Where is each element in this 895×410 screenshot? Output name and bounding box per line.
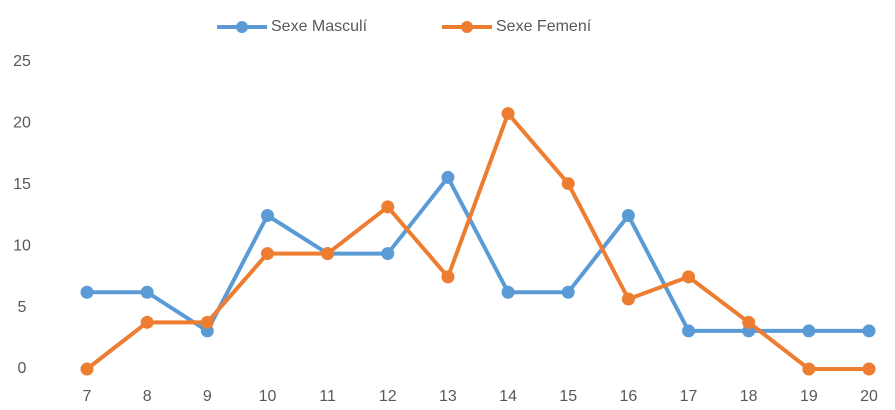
x-tick-label: 18 <box>740 388 758 405</box>
point <box>260 209 274 222</box>
point <box>862 362 876 376</box>
legend-label: Sexe Masculí <box>271 18 368 35</box>
point <box>441 170 455 184</box>
y-tick-label: 15 <box>13 176 31 193</box>
y-tick-label: 10 <box>13 237 31 254</box>
point <box>621 292 635 306</box>
x-tick-label: 7 <box>83 388 92 405</box>
y-tick-label: 0 <box>18 360 27 377</box>
legend-marker <box>236 21 248 33</box>
x-tick-label: 13 <box>439 388 457 405</box>
y-tick-label: 5 <box>18 299 27 316</box>
point <box>862 324 876 338</box>
point <box>80 285 94 299</box>
point <box>260 247 274 261</box>
x-tick-label: 14 <box>499 388 517 405</box>
point <box>561 285 575 299</box>
point <box>381 247 395 261</box>
y-tick-label: 25 <box>13 53 31 70</box>
point <box>140 315 154 329</box>
point <box>682 270 696 284</box>
legend-label: Sexe Femení <box>496 18 592 35</box>
x-tick-label: 19 <box>800 388 818 405</box>
point <box>682 324 696 338</box>
point <box>742 315 756 329</box>
point <box>561 177 575 191</box>
point <box>802 362 816 376</box>
series-line <box>85 111 869 371</box>
point <box>501 285 515 299</box>
x-tick-label: 17 <box>680 388 698 405</box>
point <box>200 315 214 329</box>
point <box>381 200 395 214</box>
x-tick-label: 16 <box>619 388 637 405</box>
x-tick-label: 8 <box>143 388 152 405</box>
x-tick-label: 9 <box>203 388 212 405</box>
point <box>621 209 635 222</box>
point <box>140 285 154 299</box>
point <box>802 324 816 338</box>
x-tick-label: 15 <box>559 388 577 405</box>
legend-marker <box>461 21 473 33</box>
point <box>80 362 94 376</box>
point <box>321 247 335 261</box>
x-tick-label: 11 <box>319 388 336 405</box>
point <box>501 107 515 121</box>
x-tick-label: 20 <box>860 388 878 405</box>
x-tick-label: 10 <box>259 388 277 405</box>
point <box>441 270 455 284</box>
y-tick-label: 20 <box>13 115 31 132</box>
x-tick-label: 12 <box>379 388 397 405</box>
